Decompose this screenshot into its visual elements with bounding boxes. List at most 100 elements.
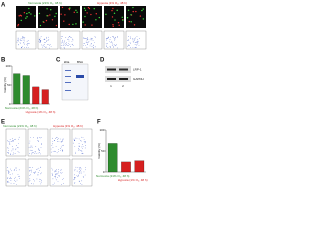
event — [111, 40, 112, 42]
event — [11, 170, 12, 172]
event — [31, 171, 32, 173]
event — [10, 153, 11, 155]
image-panels — [5, 6, 147, 187]
event — [38, 149, 39, 150]
cell — [88, 7, 91, 10]
event — [34, 180, 35, 182]
flow-plot — [71, 158, 93, 187]
event — [38, 38, 40, 40]
event — [38, 141, 39, 142]
cell — [90, 13, 92, 16]
event — [128, 39, 130, 41]
event — [37, 174, 39, 176]
event — [37, 152, 39, 154]
event — [34, 153, 36, 154]
event — [31, 147, 33, 148]
flow-plot — [15, 30, 37, 50]
event — [136, 44, 138, 46]
event — [40, 183, 42, 185]
event — [127, 45, 128, 47]
event — [91, 43, 92, 44]
event — [72, 39, 74, 41]
blot-label: LRP-1 — [133, 67, 142, 71]
event — [82, 176, 84, 177]
event — [87, 44, 88, 45]
event — [48, 36, 49, 38]
event — [64, 47, 66, 49]
event — [37, 172, 39, 173]
event — [137, 42, 139, 43]
event — [55, 168, 57, 170]
event — [36, 169, 37, 171]
blot-band — [119, 78, 128, 80]
event — [73, 179, 75, 181]
event — [136, 36, 138, 37]
event — [90, 37, 92, 39]
event — [66, 42, 67, 44]
event — [87, 41, 89, 43]
event — [47, 44, 48, 45]
event — [60, 38, 62, 39]
event — [42, 45, 44, 47]
event — [74, 169, 76, 171]
event — [6, 181, 8, 182]
event — [106, 38, 108, 39]
event — [54, 139, 55, 141]
event — [82, 137, 84, 138]
flow-plot — [81, 30, 103, 50]
event — [93, 47, 94, 48]
event — [30, 169, 32, 171]
gel-lane: BSA — [77, 60, 83, 64]
event — [18, 138, 19, 140]
event — [75, 153, 76, 154]
event — [60, 150, 62, 152]
sample-band — [76, 75, 84, 78]
event — [85, 41, 87, 43]
event — [79, 173, 80, 174]
event — [43, 39, 45, 41]
event — [137, 39, 138, 41]
event — [66, 44, 67, 45]
event — [10, 182, 12, 184]
event — [24, 43, 25, 45]
bar — [32, 86, 40, 105]
event — [95, 37, 96, 39]
cell — [63, 20, 65, 22]
event — [43, 38, 45, 40]
y-tick-label: 50 — [101, 149, 105, 153]
event — [62, 179, 63, 180]
event — [83, 45, 84, 46]
event — [129, 42, 131, 44]
cell — [46, 8, 48, 10]
event — [28, 181, 30, 183]
event — [62, 150, 64, 151]
event — [127, 39, 129, 41]
event — [29, 170, 30, 172]
event — [47, 39, 49, 41]
event — [46, 40, 48, 42]
event — [37, 140, 38, 142]
lane-label: 1 — [110, 84, 112, 88]
event — [13, 170, 15, 171]
event — [39, 40, 41, 42]
event — [23, 38, 25, 40]
event — [38, 167, 40, 169]
event — [132, 38, 133, 39]
event — [82, 152, 84, 154]
y-tick-label: 100 — [99, 128, 104, 132]
event — [17, 174, 19, 175]
event — [52, 147, 54, 148]
event — [21, 46, 23, 48]
event — [111, 42, 113, 43]
event — [37, 168, 38, 170]
bar — [41, 89, 49, 105]
event — [83, 171, 85, 173]
event — [78, 138, 80, 140]
event — [60, 172, 62, 173]
event — [62, 140, 63, 141]
event — [33, 179, 35, 180]
y-tick-label: 50 — [7, 83, 11, 87]
cell — [84, 15, 86, 18]
blot-band — [107, 68, 116, 71]
event — [7, 152, 9, 153]
